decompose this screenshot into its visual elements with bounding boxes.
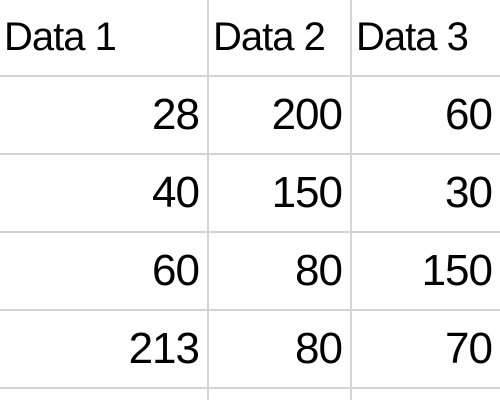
cell[interactable]: 70 (351, 310, 500, 389)
header-row: Data 1 Data 2 Data 3 (0, 0, 500, 77)
cell[interactable]: 60 (0, 232, 209, 311)
cell[interactable]: 60 (351, 76, 500, 155)
cell[interactable]: 200 (208, 76, 352, 155)
cell[interactable]: 80 (208, 310, 352, 389)
empty-cell[interactable] (208, 388, 352, 400)
cell[interactable]: 40 (0, 154, 209, 233)
empty-cell[interactable] (351, 388, 500, 400)
cell[interactable]: 213 (0, 310, 209, 389)
empty-row (0, 388, 500, 400)
empty-cell[interactable] (0, 388, 209, 400)
table-row: 40 150 30 (0, 154, 500, 233)
header-cell-data-1[interactable]: Data 1 (0, 0, 209, 77)
table-row: 28 200 60 (0, 76, 500, 155)
cell[interactable]: 80 (208, 232, 352, 311)
cell[interactable]: 150 (208, 154, 352, 233)
table-row: 213 80 70 (0, 310, 500, 389)
table-row: 60 80 150 (0, 232, 500, 311)
header-cell-data-2[interactable]: Data 2 (208, 0, 352, 77)
cell[interactable]: 28 (0, 76, 209, 155)
cell[interactable]: 150 (351, 232, 500, 311)
header-cell-data-3[interactable]: Data 3 (351, 0, 500, 77)
cell[interactable]: 30 (351, 154, 500, 233)
